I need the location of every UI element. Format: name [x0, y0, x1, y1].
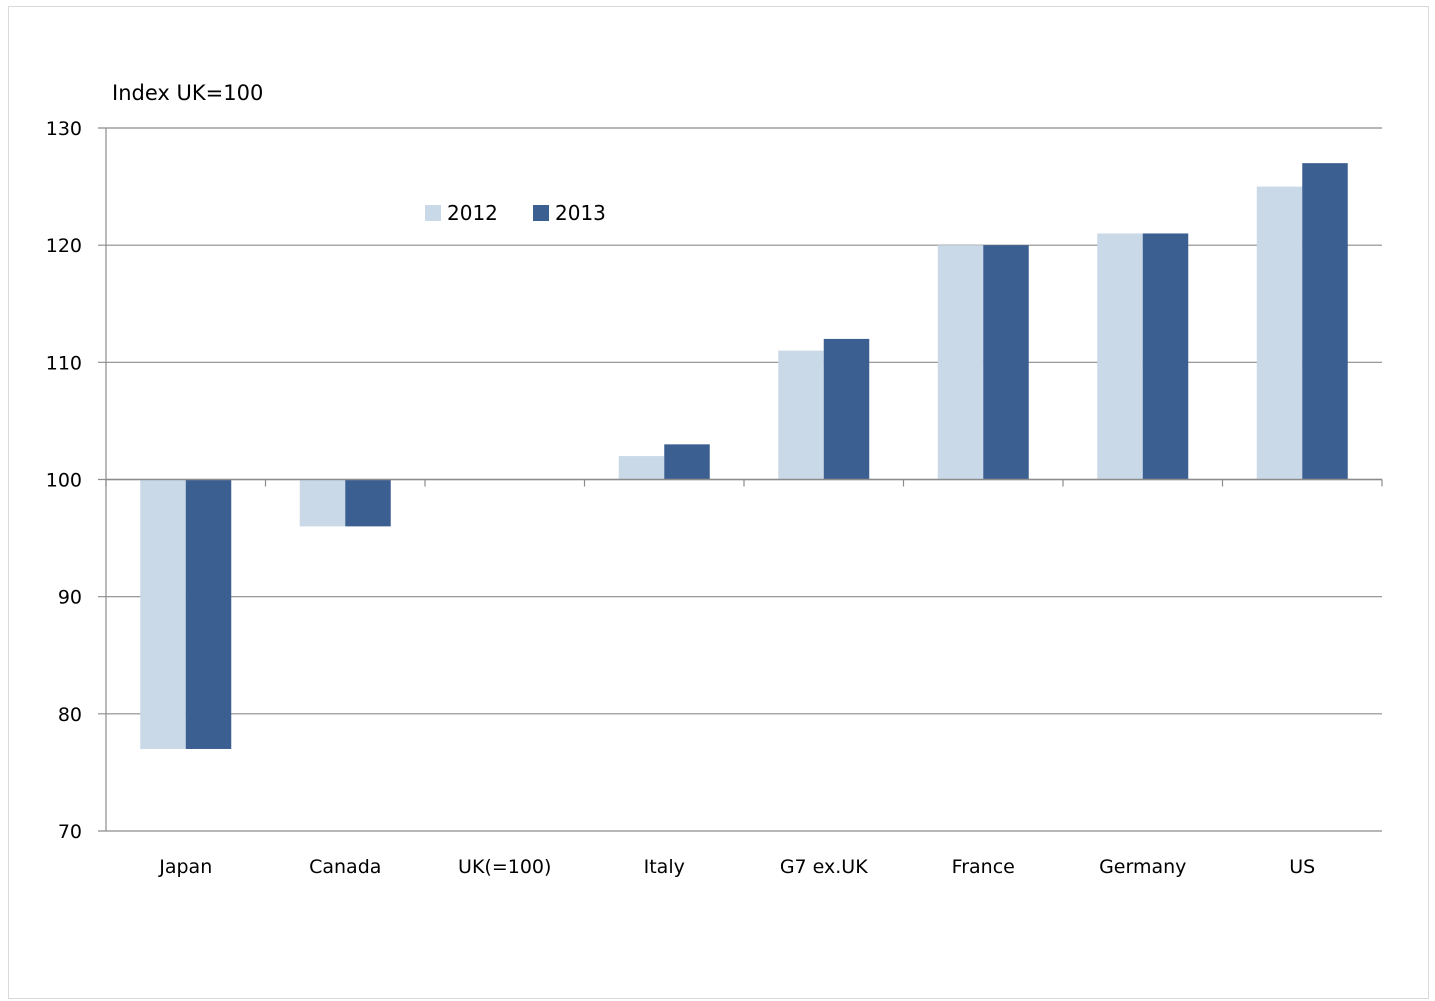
- y-axis-title: Index UK=100: [112, 81, 263, 105]
- bar-2012: [1097, 233, 1143, 480]
- bar-2012: [299, 479, 346, 527]
- y-tick-label: 100: [46, 470, 82, 492]
- bar-2013: [664, 444, 710, 480]
- chart-frame: [8, 6, 1429, 999]
- x-tick-label: Germany: [1099, 856, 1186, 878]
- bars: [140, 163, 1348, 749]
- bar-2012: [778, 350, 824, 480]
- y-tick-label: 70: [58, 821, 82, 843]
- y-tick-label: 130: [46, 118, 82, 140]
- legend-label: 2012: [447, 201, 498, 225]
- x-tick-label: G7 ex.UK: [780, 856, 868, 878]
- legend-swatch-2012: [425, 205, 441, 221]
- legend: 2012 2013: [425, 201, 606, 225]
- bar-2013: [185, 479, 232, 749]
- bar-2013: [823, 338, 870, 480]
- bar-2012: [140, 479, 186, 749]
- x-tick-label: US: [1289, 856, 1315, 878]
- axes: [105, 128, 1383, 831]
- bar-2013: [345, 479, 391, 527]
- bar-2013: [1302, 163, 1348, 480]
- x-tick-label: Canada: [309, 856, 381, 878]
- x-tick-label: Japan: [158, 856, 212, 878]
- bar-2013: [983, 245, 1029, 480]
- y-tick-label: 80: [58, 704, 82, 726]
- y-tick-label: 120: [46, 235, 82, 257]
- x-tick-label: UK(=100): [458, 856, 551, 878]
- x-tick-label: France: [952, 856, 1015, 878]
- x-tick-labels: Japan Canada UK(=100) Italy G7 ex.UK France Ge…: [158, 856, 1315, 878]
- x-tick-label: Italy: [644, 856, 685, 878]
- bar-2012: [1256, 186, 1303, 480]
- y-tick-labels: 70 80 90 100 110 120 130: [46, 118, 82, 843]
- y-tick-label: 110: [46, 352, 82, 374]
- bar-2012: [618, 456, 665, 480]
- y-tick-label: 90: [58, 587, 82, 609]
- bar-2013: [1142, 233, 1189, 480]
- legend-swatch-2013: [533, 205, 549, 221]
- legend-label: 2013: [555, 201, 606, 225]
- bar-2012: [937, 245, 984, 480]
